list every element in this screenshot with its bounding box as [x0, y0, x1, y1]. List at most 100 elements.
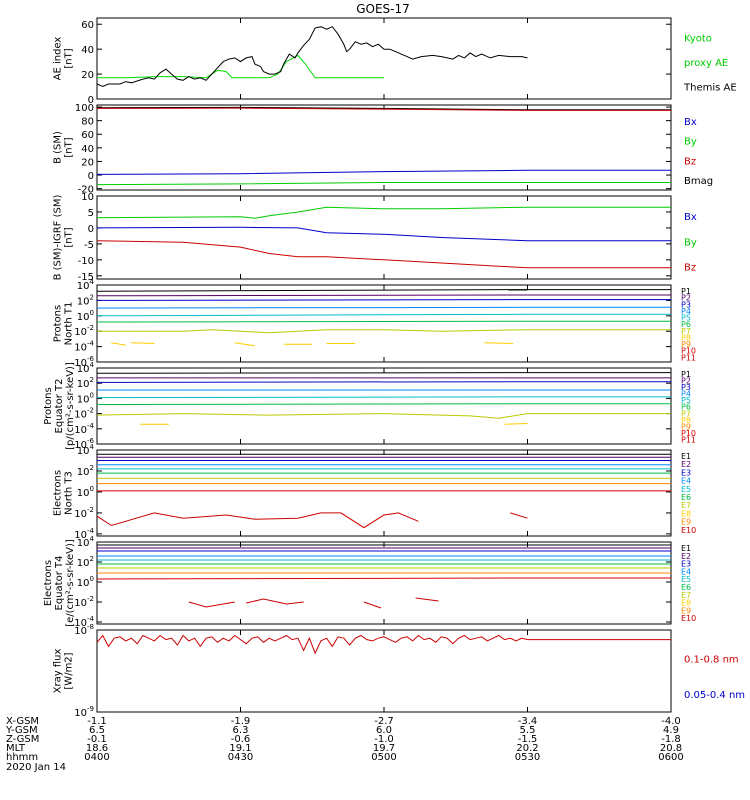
legend-item: Bz	[684, 156, 696, 167]
series-line	[97, 512, 419, 529]
y-tick-label: 100	[77, 309, 94, 323]
y-tick-label: 10-2	[74, 324, 94, 338]
series-line	[97, 107, 528, 111]
panel-frame	[96, 104, 672, 191]
x-axis-value: 4.9	[663, 725, 679, 736]
x-axis-value: -2.7	[374, 716, 394, 727]
y-tick-label: 104	[77, 535, 95, 549]
series-line	[510, 512, 528, 519]
series-group	[97, 206, 671, 269]
legend-item: P8	[681, 333, 691, 342]
panel-1: 0 20 40 60 AE index [nT] Kyoto proxy AE Themis A…	[53, 17, 737, 106]
y-axis-label: [nT]	[64, 137, 75, 157]
y-tick-label: 102	[77, 464, 94, 478]
legend-item: E5	[681, 485, 691, 494]
y-tick-label: 100	[75, 103, 94, 114]
x-axis-value: 6.3	[233, 725, 249, 736]
legend-item: E5	[681, 575, 691, 584]
y-tick-label: -10	[78, 256, 94, 267]
series-group	[97, 634, 671, 655]
y-tick-label: 80	[81, 117, 94, 128]
x-axis-value: 20.2	[516, 743, 538, 754]
panel-frame	[96, 367, 672, 445]
legend-item: E1	[681, 452, 691, 461]
x-axis-row-label: hhmm	[6, 752, 38, 763]
y-tick-label: 0	[88, 224, 94, 235]
y-axis-label: Protons	[43, 387, 54, 424]
x-axis-value: -1.1	[87, 716, 107, 727]
x-axis-value: 0530	[515, 752, 540, 763]
x-axis-value: 0600	[658, 752, 683, 763]
legend-item: P1	[681, 287, 691, 296]
x-axis-value: 19.7	[373, 743, 395, 754]
legend-item: E8	[681, 599, 691, 608]
y-axis-label: Equator T4	[54, 556, 65, 611]
legend-item: P11	[681, 353, 696, 362]
y-tick-label: 10-6	[74, 355, 94, 369]
x-axis-value: -3.4	[518, 716, 538, 727]
legend-item: P8	[681, 416, 691, 425]
series-line	[97, 289, 528, 292]
legend-item: P3	[681, 383, 691, 392]
legend-item: E9	[681, 606, 691, 615]
legend-item: P7	[681, 327, 691, 336]
legend-item: P2	[681, 294, 691, 303]
y-axis-label: [p/(cm²-s-sr-keV)]	[65, 362, 76, 450]
series-line	[97, 320, 528, 323]
y-tick-label: -5	[84, 240, 94, 251]
x-axis-value: -4.0	[661, 716, 681, 727]
series-line	[97, 577, 528, 580]
x-axis-row-label: 2020 Jan 14	[6, 762, 66, 773]
panel-8: 10-9 10-8 Xray flux [W/m2] 0.1-0.8 nm 0.05-0.…	[53, 623, 746, 719]
x-axis-row-label: X-GSM	[6, 716, 39, 727]
series-group	[97, 544, 671, 609]
legend-item: P10	[681, 347, 696, 356]
x-axis-row-label: Y-GSM	[5, 725, 38, 736]
y-tick-label: 5	[88, 208, 94, 219]
legend-item: P6	[681, 403, 691, 412]
y-axis-label: B (SM)-IGRF (SM)	[53, 195, 64, 281]
y-tick-label: 10	[81, 192, 94, 203]
series-line	[97, 396, 528, 399]
x-axis-value: 5.5	[520, 725, 536, 736]
legend-item: Bx	[684, 117, 697, 128]
series-line	[504, 423, 528, 425]
legend-item: P1	[681, 370, 691, 379]
series-line	[97, 206, 528, 219]
series-line	[97, 106, 528, 111]
legend-item: P3	[681, 300, 691, 309]
x-axis-value: 6.5	[89, 725, 105, 736]
y-axis-label: Electrons	[43, 560, 54, 606]
series-line	[131, 342, 155, 344]
series-line	[97, 306, 528, 309]
legend-item: P4	[681, 390, 691, 399]
series-line	[97, 26, 528, 88]
series-line	[97, 329, 528, 334]
legend-item: Bx	[684, 212, 697, 223]
series-line	[97, 54, 384, 79]
x-axis-value: -1.9	[231, 716, 251, 727]
y-tick-label: 40	[81, 144, 94, 155]
legend-item: 0.1-0.8 nm	[684, 655, 739, 666]
y-axis-label: AE index	[53, 37, 64, 81]
y-tick-label: 102	[77, 376, 94, 390]
chart-title: GOES-17	[356, 2, 410, 16]
y-axis-label: North T1	[64, 302, 75, 346]
series-group	[97, 106, 671, 186]
panel-2: -20 0 20 40 60 80 100 B (SM) [nT] Bx By Bz Bmag	[53, 103, 714, 196]
legend-item: Themis AE	[683, 83, 737, 94]
series-group	[97, 26, 528, 88]
y-tick-label: 10-4	[74, 340, 94, 354]
y-axis-label: Xray flux	[53, 649, 64, 694]
y-tick-label: 100	[77, 485, 94, 499]
y-tick-label: 20	[81, 157, 94, 168]
y-tick-label: 102	[77, 293, 94, 307]
y-axis-label: [nT]	[64, 48, 75, 68]
legend-item: E4	[681, 477, 691, 486]
y-tick-label: 104	[77, 278, 95, 292]
